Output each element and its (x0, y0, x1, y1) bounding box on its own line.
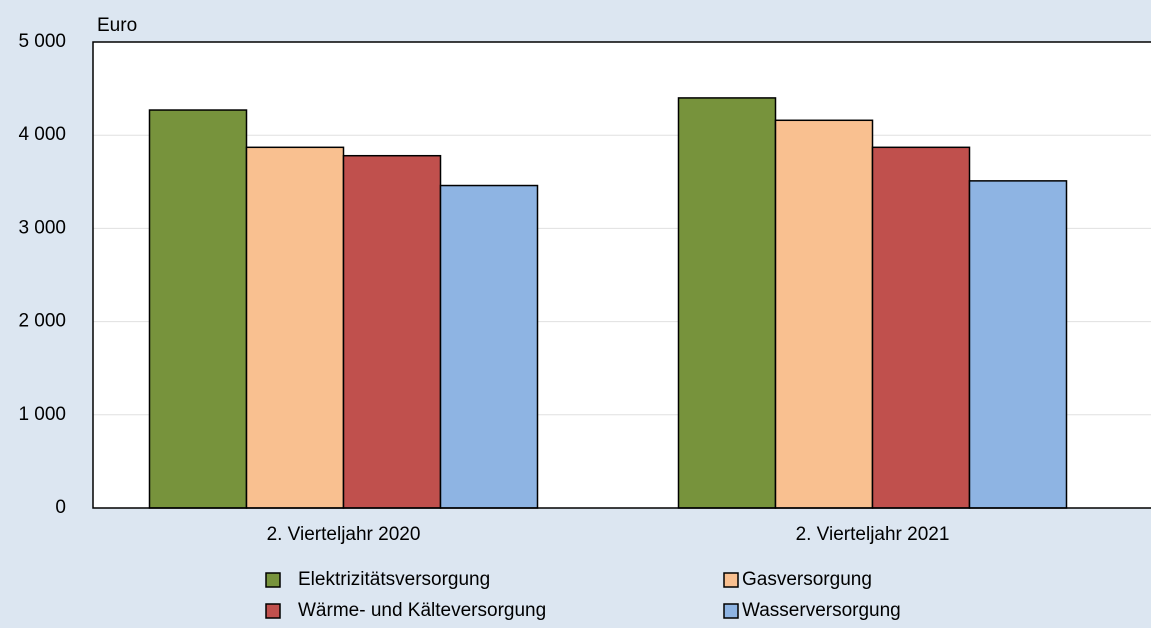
bar (677, 97, 777, 509)
legend-label: Gasversorgung (742, 569, 872, 590)
y-tick-label: 2 000 (18, 311, 66, 332)
legend-label: Wärme- und Kälteversorgung (298, 600, 546, 621)
legend-label: Elektrizitätsversorgung (298, 569, 490, 590)
y-tick-label: 5 000 (18, 31, 66, 52)
y-tick-label: 3 000 (18, 217, 66, 238)
bar (245, 146, 345, 509)
bar (871, 146, 971, 509)
y-tick-label: 4 000 (18, 124, 66, 145)
x-tick-label: 2. Vierteljahr 2021 (796, 524, 950, 545)
y-tick-label: 1 000 (18, 404, 66, 425)
legend-swatch (723, 572, 739, 588)
bar (968, 180, 1068, 509)
axis-frame (92, 41, 1151, 509)
legend-swatch (265, 603, 281, 619)
legend-swatch (723, 603, 739, 619)
bar (774, 119, 874, 509)
bar (439, 184, 539, 509)
x-tick-label: 2. Vierteljahr 2020 (267, 524, 421, 545)
y-axis-unit: Euro (97, 15, 137, 36)
y-tick-label: 0 (55, 497, 66, 518)
bar (148, 109, 248, 509)
legend-swatch (265, 572, 281, 588)
bar (342, 154, 442, 509)
legend-label: Wasserversorgung (742, 600, 901, 621)
